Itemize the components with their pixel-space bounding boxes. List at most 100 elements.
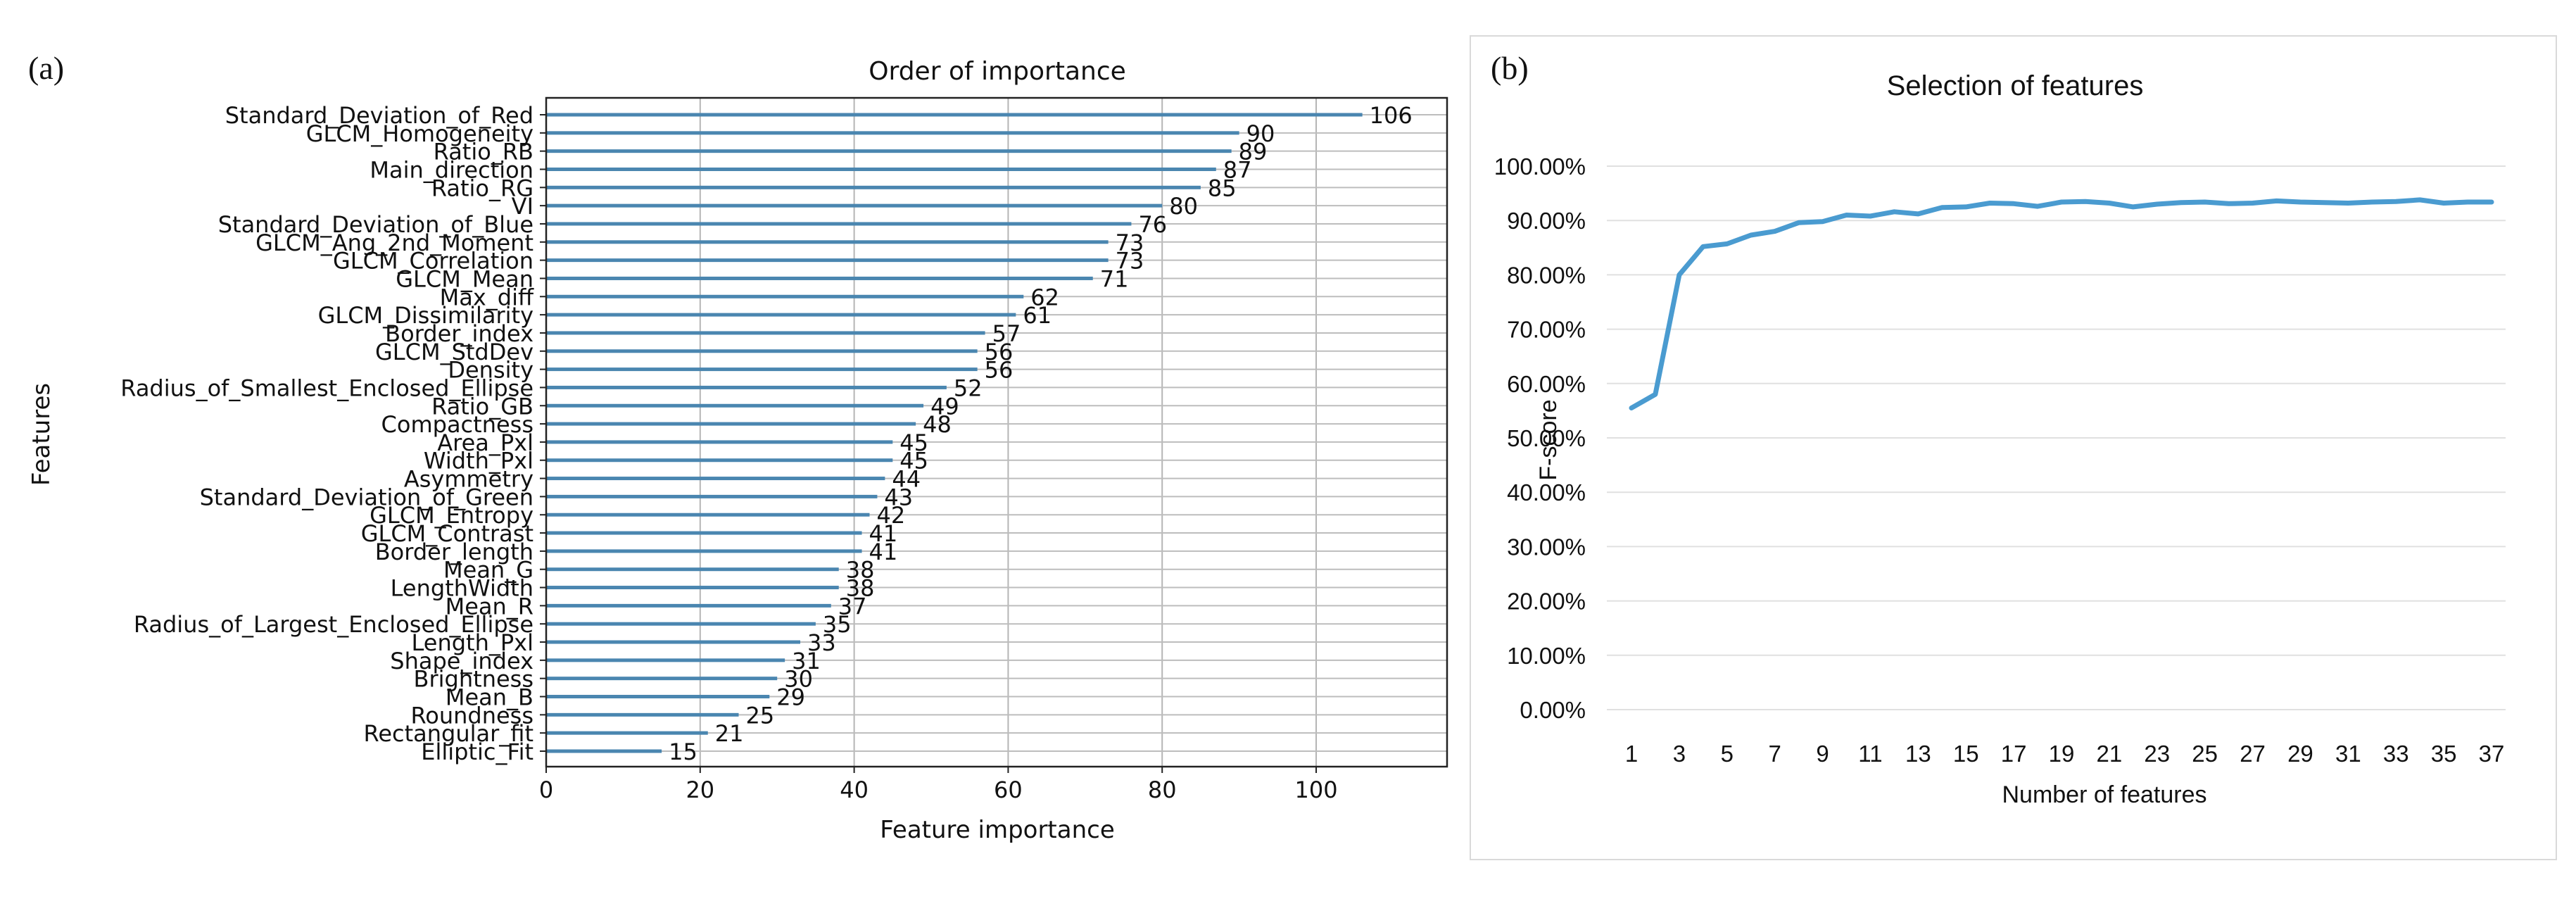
- value-label: 38: [846, 557, 875, 584]
- value-label: 71: [1100, 265, 1129, 292]
- category-label: GLCM_StdDev: [375, 339, 533, 365]
- panel-label-a: (a): [28, 50, 65, 86]
- x-tick-label: 23: [2144, 741, 2170, 767]
- category-label: Length_Pxl: [412, 629, 534, 656]
- f-score-point: [2108, 201, 2111, 204]
- f-score-point: [2084, 200, 2087, 203]
- chart-title: Order of importance: [869, 57, 1126, 86]
- f-score-point: [1654, 393, 1657, 396]
- value-label: 44: [892, 466, 921, 493]
- y-tick-label: 100.00%: [1494, 153, 1586, 180]
- f-score-point: [1726, 242, 1729, 245]
- f-score-point: [1750, 234, 1753, 237]
- category-label: Shape_index: [390, 648, 533, 674]
- category-label: Brightness: [414, 666, 533, 693]
- category-label: Ratio_RB: [434, 139, 533, 165]
- f-score-point: [2418, 199, 2421, 201]
- category-label: Main_direction: [370, 156, 533, 183]
- f-score-point: [2012, 202, 2015, 205]
- x-tick-label: 33: [2383, 741, 2409, 767]
- category-label: VI: [512, 193, 533, 220]
- category-label: Border_length: [375, 539, 533, 565]
- category-label: Area_Pxl: [437, 429, 533, 456]
- x-tick-label: 27: [2240, 741, 2266, 767]
- x-tick-label: 20: [686, 777, 714, 803]
- f-score-point: [2394, 200, 2397, 203]
- importance-bar: [546, 458, 893, 463]
- x-tick-label: 19: [2049, 741, 2075, 767]
- x-tick-label: 40: [840, 777, 869, 803]
- y-tick-label: 80.00%: [1507, 262, 1586, 288]
- value-label: 30: [784, 666, 813, 693]
- f-score-point: [1940, 206, 1943, 209]
- f-score-point: [2036, 205, 2039, 208]
- y-tick-label: 30.00%: [1507, 534, 1586, 560]
- importance-bar: [546, 313, 1016, 317]
- importance-bar: [546, 549, 862, 553]
- f-score-point: [2156, 203, 2159, 206]
- panel-label-b: (b): [1491, 50, 1529, 86]
- value-label: 45: [899, 429, 928, 456]
- x-tick-label: 25: [2192, 741, 2218, 767]
- y-tick-label: 50.00%: [1507, 425, 1586, 451]
- category-label: GLCM_Correlation: [333, 248, 533, 275]
- importance-bar: [546, 331, 985, 335]
- x-tick-label: 60: [994, 777, 1023, 803]
- f-score-point: [1702, 245, 1705, 248]
- category-label: Mean_G: [443, 557, 533, 584]
- x-tick-label: 11: [1858, 741, 1882, 767]
- x-tick-label: 37: [2479, 741, 2505, 767]
- importance-bar: [546, 622, 816, 626]
- importance-bar: [546, 677, 778, 681]
- y-tick-label: 40.00%: [1507, 479, 1586, 505]
- value-label: 80: [1169, 193, 1198, 220]
- x-tick-label: 29: [2287, 741, 2313, 767]
- x-tick-label: 3: [1673, 741, 1686, 767]
- x-tick-label: 13: [1905, 741, 1931, 767]
- category-label: Radius_of_Largest_Enclosed_Ellipse: [134, 611, 533, 638]
- category-label: GLCM_Homogeneity: [306, 120, 533, 147]
- category-label: Elliptic_Fit: [421, 738, 533, 765]
- y-axis-label: F-score: [1535, 399, 1562, 480]
- x-tick-label: 31: [2335, 741, 2361, 767]
- value-label: 29: [776, 684, 805, 711]
- category-label: Radius_of_Smallest_Enclosed_Ellipse: [120, 375, 533, 401]
- value-label: 89: [1239, 139, 1268, 165]
- importance-bar: [546, 367, 978, 372]
- category-label: Standard_Deviation_of_Blue: [218, 211, 533, 238]
- f-score-point: [2228, 202, 2230, 205]
- value-label: 85: [1208, 175, 1237, 201]
- value-label: 56: [985, 339, 1014, 365]
- category-label: Rectangular_fit: [364, 720, 533, 747]
- f-score-point: [1678, 273, 1681, 276]
- x-tick-label: 5: [1721, 741, 1734, 767]
- f-score-point: [2466, 201, 2469, 203]
- chart-title: Selection of features: [1887, 70, 2144, 101]
- f-score-point: [2060, 201, 2063, 203]
- value-label: 21: [715, 720, 744, 747]
- f-score-point: [1774, 230, 1776, 233]
- category-label: Mean_B: [446, 684, 533, 711]
- category-label: Compactness: [381, 411, 533, 438]
- f-score-point: [1798, 221, 1800, 224]
- value-label: 15: [669, 738, 697, 765]
- category-label: GLCM_Contrast: [361, 520, 533, 547]
- value-label: 52: [954, 375, 983, 401]
- value-label: 76: [1138, 211, 1167, 238]
- importance-bar: [546, 149, 1232, 153]
- value-label: 42: [876, 502, 905, 529]
- x-tick-label: 35: [2431, 741, 2457, 767]
- importance-chart: Order of importance Feature importance F…: [27, 57, 1448, 844]
- importance-bar: [546, 222, 1132, 226]
- f-score-point: [2180, 201, 2183, 204]
- importance-bar: [546, 185, 1201, 189]
- f-score-point: [1893, 210, 1895, 213]
- value-label: 62: [1030, 284, 1059, 310]
- y-tick-label: 60.00%: [1507, 371, 1586, 397]
- y-tick-label: 90.00%: [1507, 208, 1586, 234]
- importance-bar: [546, 695, 770, 699]
- importance-bar: [546, 349, 978, 353]
- value-label: 61: [1023, 302, 1052, 329]
- x-tick-label: 7: [1768, 741, 1781, 767]
- category-label: LengthWidth: [391, 575, 533, 602]
